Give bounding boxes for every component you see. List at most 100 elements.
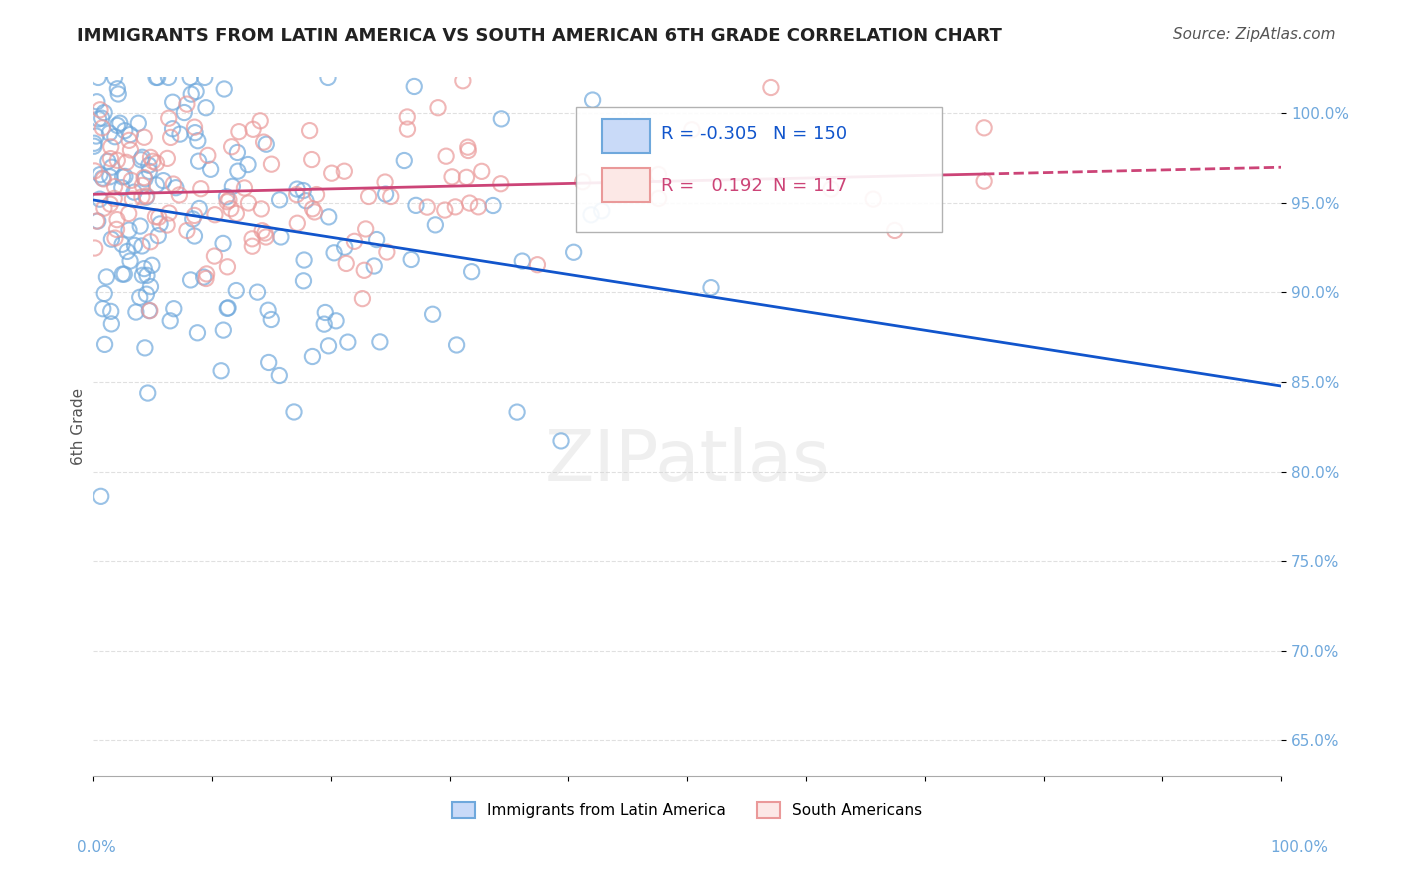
Point: [146, 70, 169, 85]
Point: [129, 219, 152, 233]
Point: [285, 182, 308, 196]
Point: [91, 120, 114, 135]
Y-axis label: 6th Grade: 6th Grade: [72, 388, 86, 466]
Point: [120, 173, 142, 187]
Point: [221, 140, 243, 154]
Point: [973, 174, 995, 188]
Point: [90, 111, 112, 125]
Point: [195, 271, 218, 285]
Point: [188, 202, 211, 216]
Point: [136, 268, 159, 283]
Point: [86, 214, 108, 228]
Point: [100, 232, 122, 246]
Point: [179, 70, 201, 85]
Point: [399, 252, 422, 267]
Point: [139, 235, 162, 249]
Point: [292, 253, 315, 268]
Point: [246, 285, 269, 300]
Point: [304, 205, 326, 219]
Point: [257, 303, 280, 318]
Point: [579, 208, 602, 222]
Point: [127, 116, 149, 130]
Point: [91, 301, 114, 316]
Point: [404, 79, 426, 94]
Point: [131, 239, 153, 253]
Point: [135, 189, 157, 203]
Text: 0.0%: 0.0%: [77, 840, 117, 855]
Point: [114, 124, 136, 138]
Point: [862, 192, 884, 206]
Point: [209, 364, 232, 378]
Point: [647, 191, 669, 205]
Point: [325, 314, 347, 328]
Point: [135, 190, 157, 204]
Point: [460, 265, 482, 279]
Point: [148, 228, 170, 243]
Text: N = 150: N = 150: [773, 125, 848, 143]
Point: [253, 135, 276, 149]
Point: [316, 70, 339, 85]
Point: [162, 121, 184, 136]
Point: [183, 209, 205, 223]
Point: [759, 80, 782, 95]
Point: [118, 223, 141, 237]
Point: [111, 237, 134, 252]
Point: [610, 184, 633, 198]
Point: [118, 133, 141, 147]
Point: [159, 314, 181, 328]
Point: [250, 224, 273, 238]
Point: [104, 129, 127, 144]
Point: [292, 274, 315, 288]
Point: [374, 175, 396, 189]
Point: [141, 258, 163, 272]
Text: N = 117: N = 117: [773, 177, 848, 194]
Point: [581, 93, 603, 107]
Point: [93, 105, 115, 120]
Point: [212, 82, 235, 96]
Point: [254, 230, 277, 244]
Point: [120, 254, 142, 268]
Point: [183, 229, 205, 244]
Point: [169, 188, 191, 202]
Point: [212, 323, 235, 337]
Point: [93, 337, 115, 351]
Point: [467, 200, 489, 214]
Point: [471, 164, 494, 178]
Point: [135, 287, 157, 301]
Point: [163, 301, 186, 316]
Point: [217, 301, 239, 316]
Point: [820, 182, 842, 196]
Point: [323, 245, 346, 260]
Point: [562, 245, 585, 260]
Point: [336, 335, 359, 350]
Point: [162, 95, 184, 110]
Point: [236, 157, 259, 171]
Point: [285, 187, 308, 202]
Point: [416, 200, 439, 214]
Point: [100, 140, 122, 154]
Point: [149, 217, 172, 231]
Point: [87, 214, 110, 228]
Text: ZIPatlas: ZIPatlas: [544, 427, 830, 496]
Point: [357, 189, 380, 203]
Text: R =   0.192: R = 0.192: [661, 177, 762, 194]
Point: [89, 192, 111, 206]
Point: [107, 87, 129, 101]
Point: [118, 206, 141, 220]
Point: [225, 284, 247, 298]
Point: [242, 122, 264, 136]
Point: [120, 143, 142, 157]
Point: [122, 185, 145, 199]
Point: [422, 307, 444, 321]
Point: [194, 70, 217, 85]
Point: [226, 145, 249, 160]
Point: [105, 82, 128, 96]
Point: [283, 405, 305, 419]
Point: [433, 202, 456, 217]
Point: [159, 130, 181, 145]
Point: [254, 137, 277, 152]
Point: [176, 97, 198, 112]
Point: [187, 154, 209, 169]
Point: [314, 305, 336, 319]
Point: [134, 172, 156, 186]
